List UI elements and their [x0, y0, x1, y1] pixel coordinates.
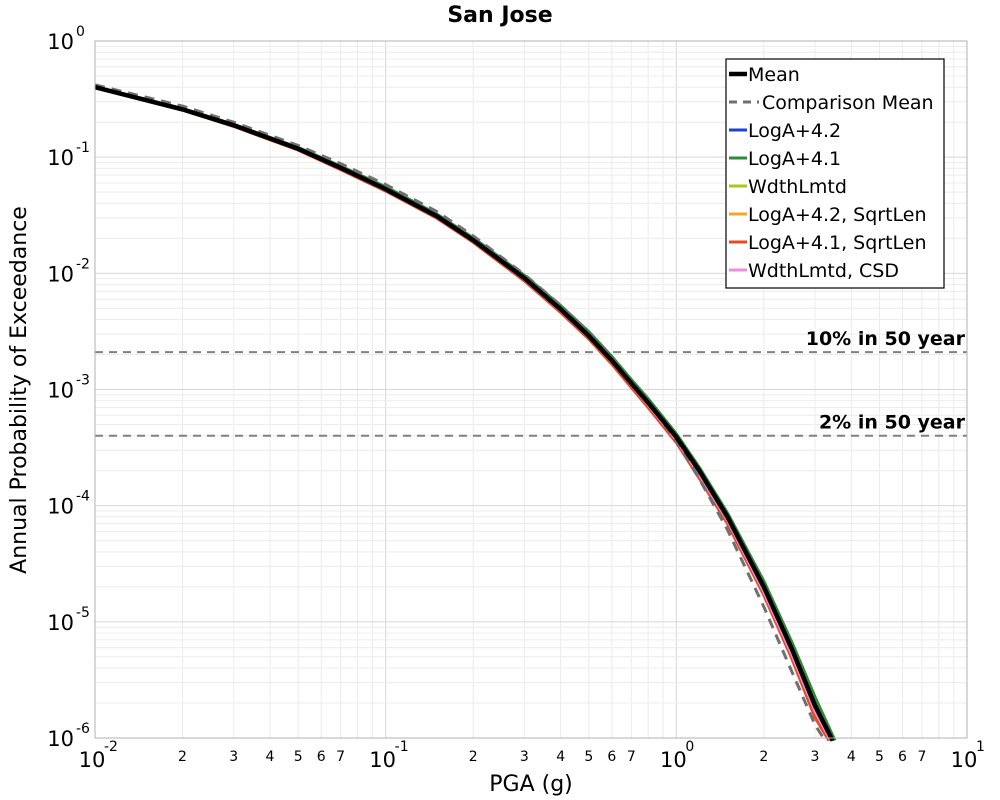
x-minor-tick-label: 7 — [336, 749, 345, 765]
legend-label: LogA+4.2 — [748, 120, 841, 142]
x-tick-label: 10 — [79, 748, 106, 772]
x-minor-tick-label: 7 — [918, 749, 927, 765]
y-tick-exponent: -2 — [76, 256, 90, 272]
x-minor-tick-label: 6 — [898, 749, 907, 765]
legend-label: Comparison Mean — [762, 92, 934, 114]
chart-title: San Jose — [447, 3, 552, 28]
reference-line-label: 10% in 50 year — [806, 328, 966, 350]
y-tick-label: 10 — [47, 146, 74, 170]
y-tick-exponent: -3 — [76, 373, 90, 389]
legend-label: LogA+4.1, SqrtLen — [748, 232, 927, 254]
legend-box — [725, 58, 945, 289]
legend-label: LogA+4.1 — [748, 148, 841, 170]
y-tick-exponent: -1 — [76, 140, 90, 156]
x-minor-tick-label: 4 — [266, 749, 275, 765]
x-minor-tick-label: 2 — [759, 749, 768, 765]
x-tick-exponent: -1 — [395, 739, 409, 755]
y-tick-label: 10 — [47, 262, 74, 286]
x-minor-tick-label: 2 — [178, 749, 187, 765]
reference-lines: 10% in 50 year 2% in 50 year — [95, 328, 967, 437]
series-line — [94, 85, 835, 742]
x-tick-label: 10 — [660, 748, 687, 772]
y-axis-label: Annual Probability of Exceedance — [7, 206, 32, 574]
x-minor-tick-label: 5 — [294, 749, 303, 765]
x-tick-exponent: 1 — [976, 739, 985, 755]
x-minor-tick-label: 7 — [627, 749, 636, 765]
legend-label: WdthLmtd — [748, 176, 847, 198]
data-series — [94, 83, 837, 742]
x-tick-exponent: -2 — [104, 739, 118, 755]
x-minor-tick-label: 3 — [520, 749, 529, 765]
y-tick-exponent: -6 — [76, 721, 90, 737]
x-minor-tick-label: 3 — [229, 749, 238, 765]
legend-label: LogA+4.2, SqrtLen — [748, 204, 927, 226]
legend-label: Mean — [748, 64, 800, 86]
legend: Mean Comparison Mean LogA+4.2 LogA+4.1 WdthL… — [725, 58, 945, 289]
y-tick-label: 10 — [47, 611, 74, 635]
series-line — [94, 83, 827, 742]
x-minor-tick-label: 2 — [469, 749, 478, 765]
x-tick-label: 10 — [369, 748, 396, 772]
y-tick-label: 10 — [47, 379, 74, 403]
grid-lines — [94, 41, 967, 739]
x-minor-tick-label: 3 — [811, 749, 820, 765]
x-minor-tick-label: 6 — [607, 749, 616, 765]
legend-label: WdthLmtd, CSD — [748, 260, 899, 282]
y-tick-exponent: -4 — [76, 489, 90, 505]
x-minor-tick-label: 5 — [875, 749, 884, 765]
x-minor-tick-label: 5 — [584, 749, 593, 765]
x-minor-tick-label: 6 — [317, 749, 326, 765]
x-minor-tick-label: 4 — [847, 749, 856, 765]
x-axis-label: PGA (g) — [489, 772, 573, 797]
x-tick-exponent: 0 — [685, 739, 694, 755]
y-tick-exponent: 0 — [76, 24, 85, 40]
y-tick-label: 10 — [47, 30, 74, 54]
reference-line-label: 2% in 50 year — [819, 412, 966, 434]
y-tick-label: 10 — [47, 495, 74, 519]
y-tick-label: 10 — [47, 727, 74, 751]
y-tick-exponent: -5 — [76, 605, 90, 621]
x-tick-label: 10 — [951, 748, 978, 772]
plot-frame — [94, 40, 968, 739]
x-minor-tick-label: 4 — [556, 749, 565, 765]
